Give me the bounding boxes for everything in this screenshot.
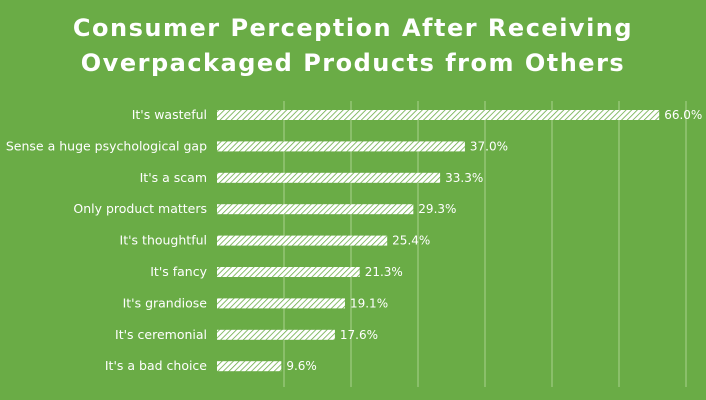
category-label-2: It's a scam <box>140 170 207 185</box>
value-label-7: 17.6% <box>340 328 378 342</box>
bar-8 <box>217 361 282 372</box>
value-label-8: 9.6% <box>286 359 317 373</box>
category-label-0: It's wasteful <box>132 107 207 122</box>
category-label-7: It's ceremonial <box>115 327 207 342</box>
labels: It's wasteful 66.0% Sense a huge psycholog… <box>6 107 702 373</box>
bar-2 <box>217 172 441 183</box>
bars <box>217 110 660 372</box>
bar-3 <box>217 204 414 215</box>
value-label-3: 29.3% <box>418 202 456 216</box>
value-label-4: 25.4% <box>392 234 430 248</box>
value-label-1: 37.0% <box>470 139 508 153</box>
bar-1 <box>217 141 465 152</box>
category-label-3: Only product matters <box>73 201 207 216</box>
bar-6 <box>217 298 345 309</box>
value-label-5: 21.3% <box>365 265 403 279</box>
category-label-6: It's grandiose <box>123 295 208 310</box>
category-label-1: Sense a huge psychological gap <box>6 138 207 153</box>
value-label-6: 19.1% <box>350 296 388 310</box>
bar-4 <box>217 235 388 246</box>
chart-title-line-1: Consumer Perception After Receiving <box>72 14 634 42</box>
bar-5 <box>217 267 360 277</box>
category-label-5: It's fancy <box>150 264 207 279</box>
category-label-4: It's thoughtful <box>120 233 207 248</box>
bar-0 <box>217 110 660 120</box>
chart-title-line-2: Overpackaged Products from Others <box>80 49 626 77</box>
bar-7 <box>217 329 335 340</box>
value-label-2: 33.3% <box>445 171 483 185</box>
value-label-0: 66.0% <box>664 108 702 122</box>
category-label-8: It's a bad choice <box>105 358 207 373</box>
